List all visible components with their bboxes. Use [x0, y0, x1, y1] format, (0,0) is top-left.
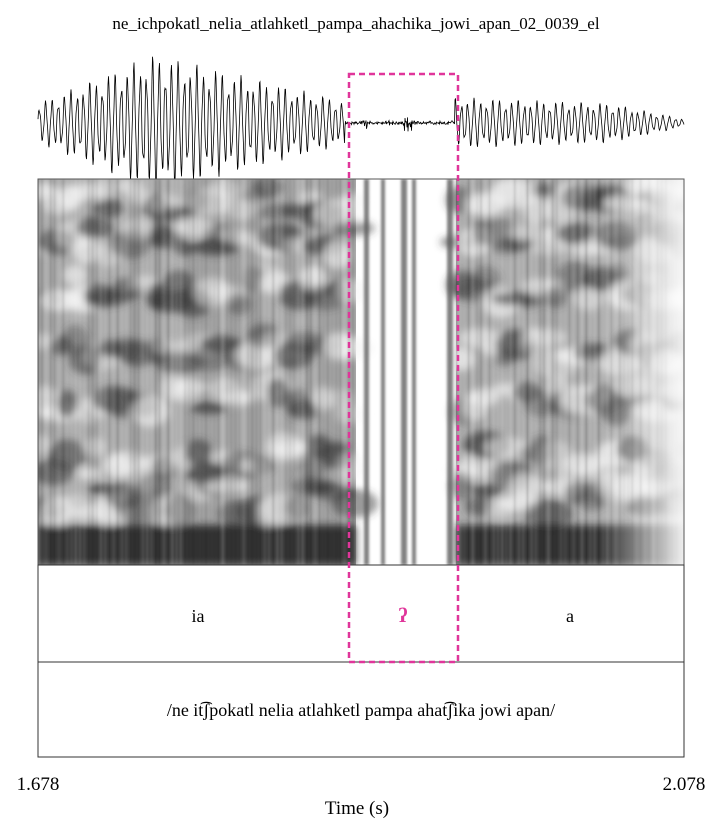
interval-label: ia [192, 606, 205, 626]
formant-blob [472, 484, 503, 498]
tier-1 [37, 564, 685, 663]
formant-blob [321, 389, 356, 409]
formant-blob [449, 346, 475, 371]
formant-blob [543, 286, 568, 308]
burst [364, 179, 369, 565]
formant-blob [72, 234, 100, 265]
x-axis-title: Time (s) [325, 798, 389, 819]
formant-blob [288, 399, 321, 420]
formant-blob [471, 265, 502, 292]
x-end-label: 2.078 [663, 774, 706, 795]
formant-blob [336, 452, 365, 484]
formant-blob [252, 455, 276, 474]
formant-blob [165, 494, 195, 527]
formant-blob [151, 340, 190, 354]
formant-blob [335, 279, 369, 303]
formant-blob [573, 286, 604, 311]
burst [412, 179, 416, 565]
tier-2 [37, 661, 685, 758]
formant-blob [468, 387, 500, 406]
fade-right [600, 179, 684, 565]
formant-blob [185, 439, 212, 466]
waveform [37, 56, 685, 192]
burst [381, 179, 385, 565]
waveform-line [37, 56, 685, 192]
formant-blob [38, 182, 59, 200]
formant-blob [38, 434, 52, 456]
formant-blob [334, 404, 367, 424]
formant-blob [93, 198, 123, 219]
title: ne_ichpokatl_nelia_atlahketl_pampa_ahach… [112, 14, 599, 33]
highlight-box [347, 72, 460, 664]
interval-label: ʔ [399, 605, 408, 627]
formant-blob [285, 494, 309, 520]
formant-blob [191, 401, 227, 415]
interval-label: /ne it͡ʃpokatl nelia atlahketl pampa aha… [167, 700, 555, 720]
formant-blob [253, 179, 284, 198]
x-start-label: 1.678 [17, 774, 60, 795]
burst [401, 179, 407, 565]
formant-blob [331, 489, 378, 518]
spectrogram [38, 179, 684, 565]
formant-blob [219, 450, 262, 480]
burst [447, 179, 453, 565]
formant-blob [75, 217, 114, 239]
interval-label: a [566, 606, 574, 626]
formant-blob [84, 437, 107, 457]
formant-blob [323, 240, 351, 270]
spectrogram-shading [38, 179, 684, 565]
